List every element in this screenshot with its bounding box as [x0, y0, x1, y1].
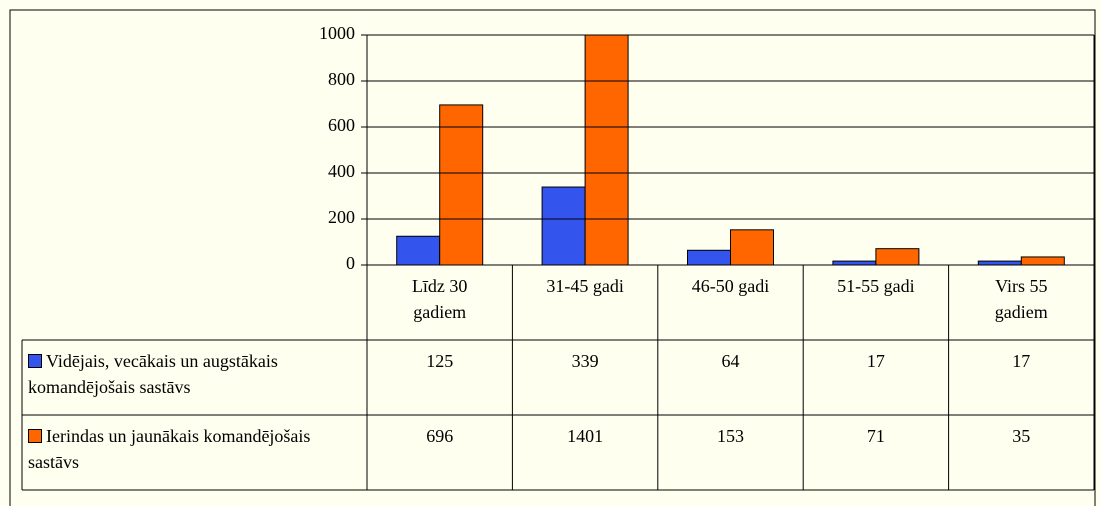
- legend-entry: Vidējais, vecākais un augstākais komandē…: [26, 342, 363, 406]
- bar: [875, 248, 920, 265]
- legend-key: [28, 354, 42, 368]
- data-table-value: 17: [866, 351, 885, 371]
- x-tick-label: 51-55 gadi: [837, 276, 915, 296]
- y-tick-label: 400: [328, 161, 355, 181]
- bar: [1020, 256, 1065, 265]
- legend-key: [28, 429, 42, 443]
- x-tick-label: 46-50 gadi: [691, 276, 770, 296]
- data-table-value: 125: [426, 351, 454, 371]
- data-table-value: 35: [1012, 426, 1031, 446]
- x-tick-label: Līdz 30 gadiem: [411, 276, 468, 322]
- y-tick-label: 1000: [319, 23, 355, 43]
- data-table-value: 339: [571, 351, 599, 371]
- bar: [977, 260, 1022, 265]
- y-tick-label: 600: [328, 115, 355, 135]
- chart-frame: [9, 9, 1096, 506]
- data-table-value: 153: [716, 426, 744, 446]
- bar: [439, 104, 484, 265]
- data-table-value: 696: [426, 426, 454, 446]
- data-table-value: 71: [866, 426, 885, 446]
- x-tick-label: Virs 55 gadiem: [994, 276, 1048, 322]
- legend-entry: Ierindas un jaunākais komandējošais sast…: [26, 417, 363, 481]
- bar: [396, 235, 441, 265]
- bar: [832, 260, 877, 265]
- data-table-value: 64: [721, 351, 740, 371]
- bar: [730, 229, 774, 265]
- legend-label: Vidējais, vecākais un augstākais komandē…: [28, 351, 278, 397]
- legend-label: Ierindas un jaunākais komandējošais sast…: [28, 426, 311, 472]
- bars: [396, 35, 1065, 265]
- y-tick-label: 0: [346, 253, 355, 273]
- y-tick-label: 800: [328, 69, 355, 89]
- bar: [687, 249, 731, 265]
- y-tick-label: 200: [328, 207, 355, 227]
- x-tick-label: 31-45 gadi: [546, 276, 624, 296]
- data-table-value: 1401: [567, 426, 604, 446]
- bar: [584, 35, 629, 265]
- data-table-value: 17: [1012, 351, 1031, 371]
- bar: [541, 186, 586, 265]
